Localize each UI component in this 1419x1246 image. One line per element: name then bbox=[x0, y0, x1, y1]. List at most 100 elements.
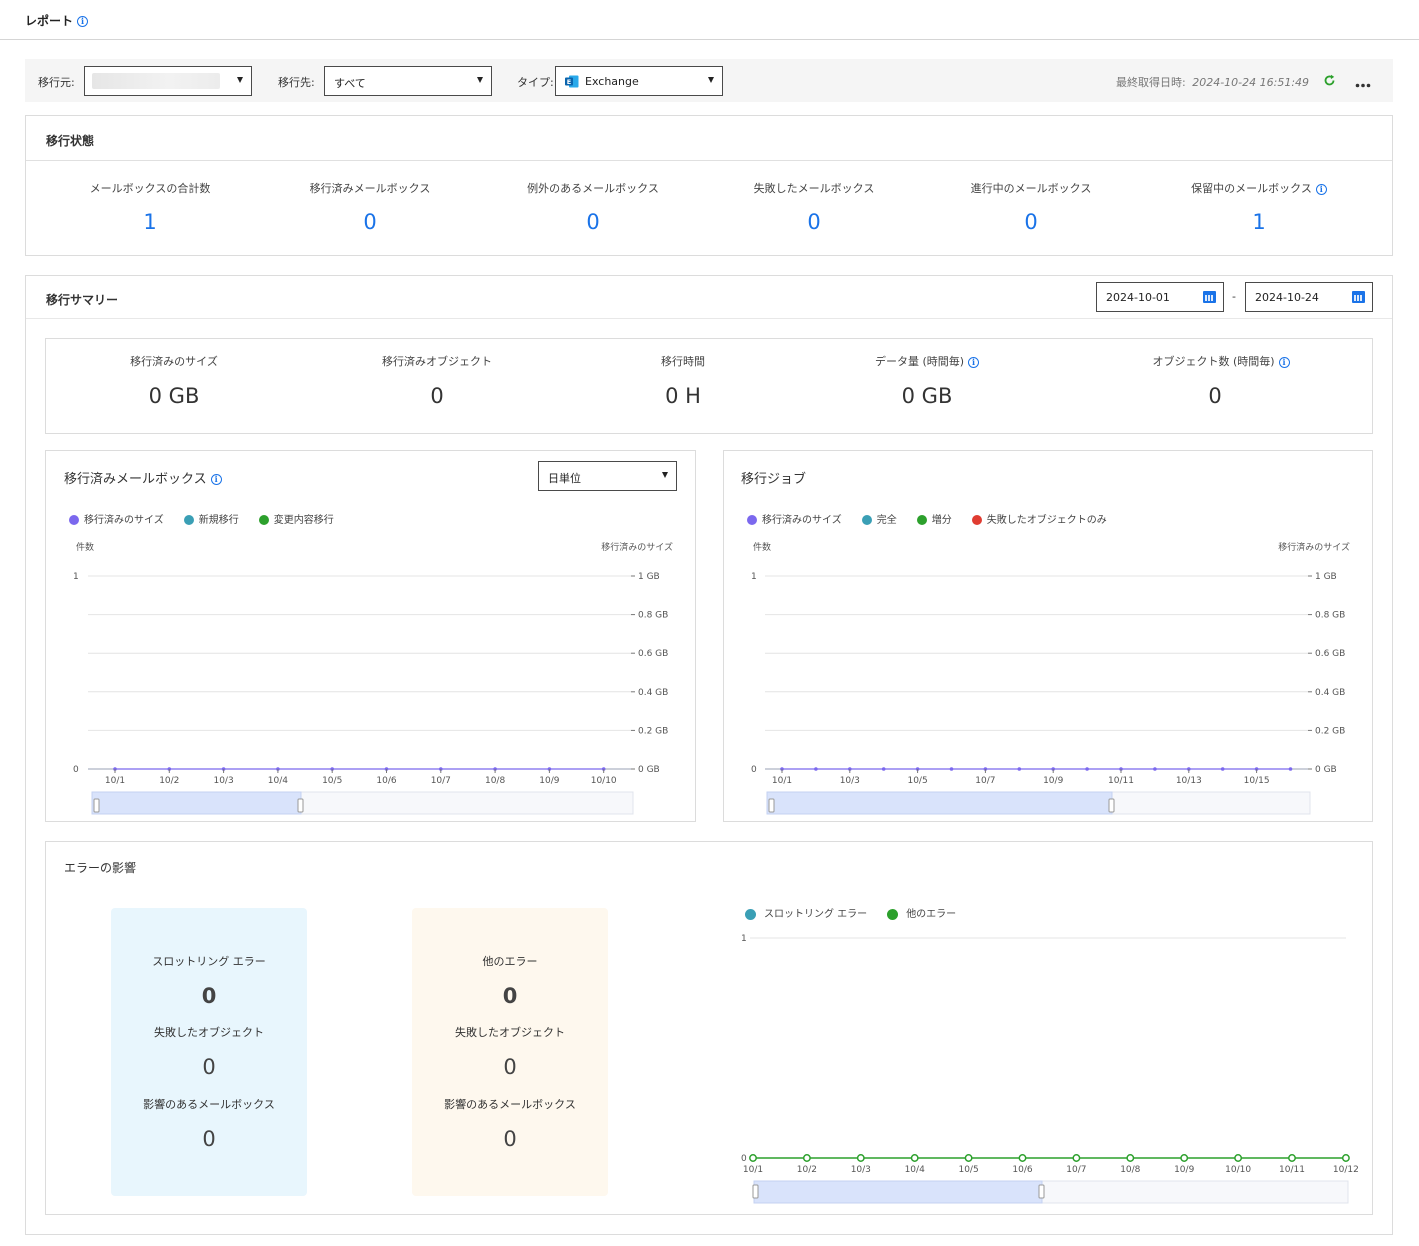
migration-status-card bbox=[25, 115, 1393, 256]
info-icon[interactable]: i bbox=[1278, 356, 1290, 368]
data-point bbox=[881, 767, 886, 771]
other-affected-value[interactable]: 0 bbox=[503, 1127, 517, 1151]
data-point bbox=[1220, 767, 1225, 771]
sum-size-label: 移行済みのサイズ bbox=[130, 355, 218, 368]
legend-dot bbox=[258, 515, 269, 525]
data-point bbox=[1085, 767, 1089, 771]
jobs-chart-legend: 移行済みのサイズ 完全 増分 失敗したオブジェクトのみ bbox=[747, 511, 1127, 526]
throttling-failed-label: 失敗したオブジェクト bbox=[154, 1026, 264, 1039]
sum-size-value: 0 GB bbox=[148, 384, 200, 408]
x-tick-label: 10/4 bbox=[905, 1165, 925, 1175]
legend-item[interactable]: 他のエラー bbox=[887, 905, 956, 920]
date-from-input[interactable]: 2024-10-01 bbox=[1096, 282, 1224, 312]
stat-pending-value[interactable]: 1 bbox=[1252, 210, 1266, 234]
stat-exception-label: 例外のあるメールボックス bbox=[527, 182, 659, 195]
divider bbox=[26, 318, 1392, 319]
stat-failed-label: 失敗したメールボックス bbox=[753, 182, 875, 195]
info-icon[interactable]: i bbox=[77, 16, 89, 27]
throttling-value[interactable]: 0 bbox=[201, 984, 217, 1008]
x-tick-label: 10/2 bbox=[797, 1165, 817, 1175]
error-impact-title: エラーの影響 bbox=[64, 861, 137, 875]
source-select[interactable] bbox=[84, 66, 252, 96]
dest-select[interactable]: すべて bbox=[324, 66, 492, 96]
type-select[interactable]: E Exchange bbox=[555, 66, 723, 96]
granularity-value: 日単位 bbox=[548, 472, 581, 485]
sum-objects-label: 移行済みオブジェクト bbox=[382, 355, 492, 368]
legend-item[interactable]: スロットリング エラー bbox=[745, 905, 867, 920]
legend-item[interactable]: 移行済みのサイズ bbox=[69, 511, 164, 526]
zoom-handle-right bbox=[297, 798, 304, 813]
x-tick-label: 10/5 bbox=[907, 776, 927, 786]
data-point bbox=[1288, 1154, 1296, 1162]
date-to-input[interactable]: 2024-10-24 bbox=[1245, 282, 1373, 312]
info-icon[interactable]: i bbox=[1315, 183, 1327, 195]
y-axis-title-right: 移行済みのサイズ bbox=[1278, 541, 1350, 553]
stat-inprogress-value[interactable]: 0 bbox=[1024, 210, 1038, 234]
x-tick-label: 10/9 bbox=[1043, 776, 1063, 786]
y-tick-label: 0 bbox=[741, 1154, 747, 1164]
stat-migrated-value[interactable]: 0 bbox=[363, 210, 377, 234]
x-tick-label: 10/9 bbox=[1174, 1165, 1194, 1175]
x-tick-label: 10/7 bbox=[975, 776, 995, 786]
info-icon[interactable]: i bbox=[210, 474, 222, 485]
granularity-select[interactable]: 日単位 bbox=[538, 461, 677, 491]
legend-label: 失敗したオブジェクトのみ bbox=[986, 515, 1107, 526]
type-value: Exchange bbox=[585, 75, 639, 88]
date-to-value: 2024-10-24 bbox=[1255, 291, 1319, 304]
legend-item[interactable]: 増分 bbox=[916, 511, 952, 526]
dest-label: 移行先: bbox=[278, 76, 315, 89]
x-tick-label: 10/10 bbox=[591, 776, 617, 786]
x-tick-label: 10/11 bbox=[1108, 776, 1134, 786]
data-point bbox=[1180, 1154, 1189, 1162]
jobs-chart: 件数 移行済みのサイズ 1 GB 0.8 GB 0.6 GB 0.4 GB 0.2 GB 0 … bbox=[751, 541, 1350, 815]
x-tick-label: 10/11 bbox=[1279, 1165, 1305, 1175]
legend-dot bbox=[69, 515, 79, 525]
legend-item[interactable]: 変更内容移行 bbox=[258, 511, 334, 526]
legend-item[interactable]: 移行済みのサイズ bbox=[747, 511, 842, 526]
mailbox-chart-title-text: 移行済みメールボックス bbox=[64, 472, 207, 487]
zoom-handle-left bbox=[752, 1184, 759, 1199]
stat-inprogress-label: 進行中のメールボックス bbox=[970, 182, 1092, 195]
stat-failed-value[interactable]: 0 bbox=[807, 210, 821, 234]
data-point bbox=[1072, 1154, 1081, 1162]
date-from-value: 2024-10-01 bbox=[1106, 291, 1170, 304]
sum-rate-label-text: データ量 (時間毎) bbox=[874, 355, 965, 368]
y-axis-title-left: 件数 bbox=[76, 541, 94, 553]
x-tick-label: 10/7 bbox=[1066, 1165, 1086, 1175]
data-point bbox=[964, 1154, 973, 1162]
zoom-selection bbox=[766, 791, 1113, 815]
other-failed-value[interactable]: 0 bbox=[503, 1055, 517, 1079]
y-tick-label-right: 0.4 GB bbox=[638, 688, 668, 698]
mailbox-chart-panel bbox=[45, 450, 696, 822]
y-axis-title-right: 移行済みのサイズ bbox=[601, 541, 673, 553]
x-tick-label: 10/1 bbox=[743, 1165, 763, 1175]
y-axis-title-left: 件数 bbox=[753, 541, 771, 553]
sum-objrate-value: 0 bbox=[1208, 384, 1222, 408]
info-icon[interactable]: i bbox=[968, 356, 980, 368]
legend-item[interactable]: 失敗したオブジェクトのみ bbox=[971, 511, 1107, 526]
x-tick-label: 10/1 bbox=[772, 776, 792, 786]
stat-exception-value[interactable]: 0 bbox=[586, 210, 600, 234]
calendar-icon[interactable] bbox=[1352, 291, 1365, 303]
x-tick-label: 10/3 bbox=[851, 1165, 871, 1175]
other-error-value[interactable]: 0 bbox=[502, 984, 518, 1008]
other-failed-label: 失敗したオブジェクト bbox=[455, 1026, 565, 1039]
refresh-icon[interactable] bbox=[1323, 74, 1336, 87]
last-fetched-label: 最終取得日時: bbox=[1116, 76, 1186, 89]
more-options-icon[interactable] bbox=[1355, 78, 1371, 88]
throttling-failed-value[interactable]: 0 bbox=[202, 1055, 216, 1079]
date-separator: - bbox=[1232, 290, 1236, 303]
summary-stats-box bbox=[45, 338, 1373, 434]
sum-rate-label: データ量 (時間毎) i bbox=[812, 353, 1042, 369]
stat-total-value[interactable]: 1 bbox=[143, 210, 157, 234]
throttling-affected-value[interactable]: 0 bbox=[202, 1127, 216, 1151]
x-tick-label: 10/5 bbox=[322, 776, 342, 786]
y-tick-label-right: 1 GB bbox=[1315, 572, 1337, 582]
legend-item[interactable]: 完全 bbox=[861, 511, 897, 526]
sum-objects-value: 0 bbox=[430, 384, 444, 408]
y-tick-label: 1 bbox=[741, 934, 747, 944]
calendar-icon[interactable] bbox=[1203, 291, 1216, 303]
legend-item[interactable]: 新規移行 bbox=[183, 511, 239, 526]
y-tick-label-right: 0.6 GB bbox=[1315, 649, 1345, 659]
y-tick-label-left: 1 bbox=[751, 572, 757, 582]
